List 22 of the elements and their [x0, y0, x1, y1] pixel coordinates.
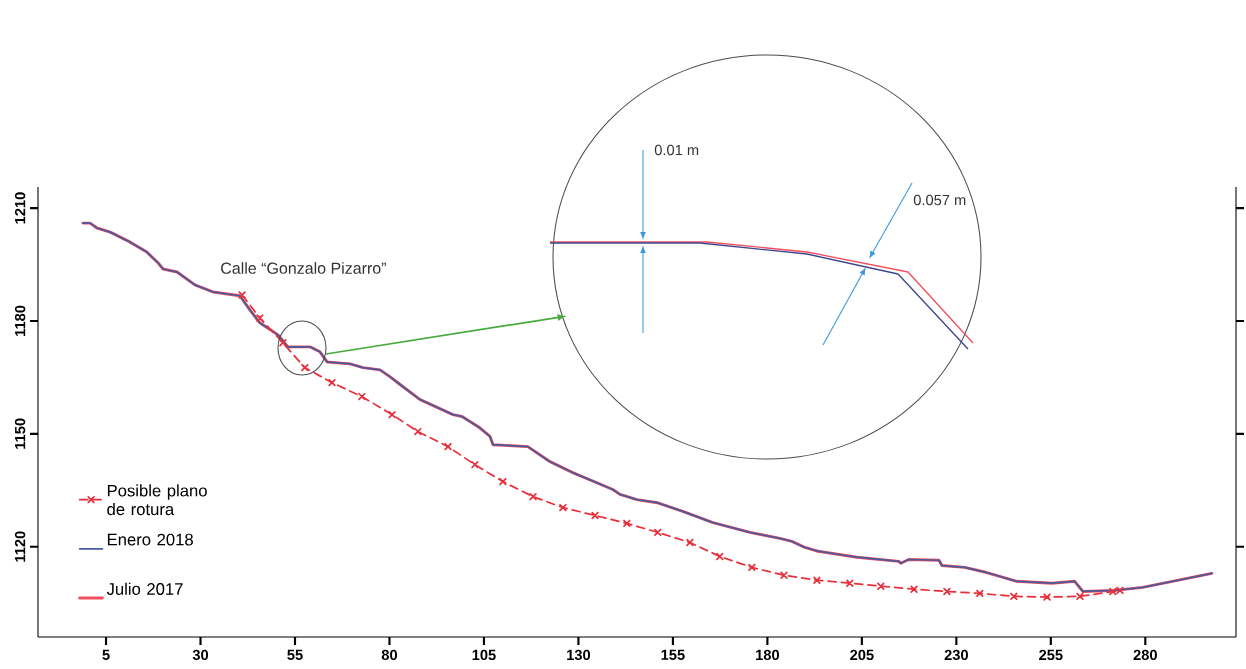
annotation: 0.057 m — [913, 194, 966, 206]
legend-label: Enero 2018 — [107, 533, 193, 546]
y-tick-label: 1180 — [14, 305, 26, 336]
x-tick-label: 180 — [756, 649, 780, 661]
text: 0.01 m — [654, 144, 699, 156]
x-tick-label: 5 — [102, 649, 110, 660]
x-tick-label: 80 — [381, 649, 398, 661]
x-tick-label: 105 — [472, 649, 496, 661]
x-tick-label: 30 — [192, 649, 209, 661]
legend-label: Julio 2017 — [106, 582, 183, 595]
x-tick-label: 230 — [944, 649, 968, 661]
x-tick-label: 155 — [661, 649, 685, 660]
y-tick-label: 1150 — [14, 418, 26, 449]
x-tick-label: 205 — [850, 649, 874, 661]
x-tick-label: 55 — [287, 649, 303, 660]
annotation: Calle “Gonzalo Pizarro” — [221, 262, 386, 274]
y-tick-label: 1210 — [14, 192, 26, 224]
x-tick-label: 255 — [1039, 649, 1063, 661]
x-tick-label: 130 — [567, 649, 591, 661]
x-tick-label: 280 — [1133, 649, 1157, 661]
y-tick-label: 1120 — [14, 531, 26, 562]
legend-label: Posible plano de rotura — [107, 484, 207, 516]
